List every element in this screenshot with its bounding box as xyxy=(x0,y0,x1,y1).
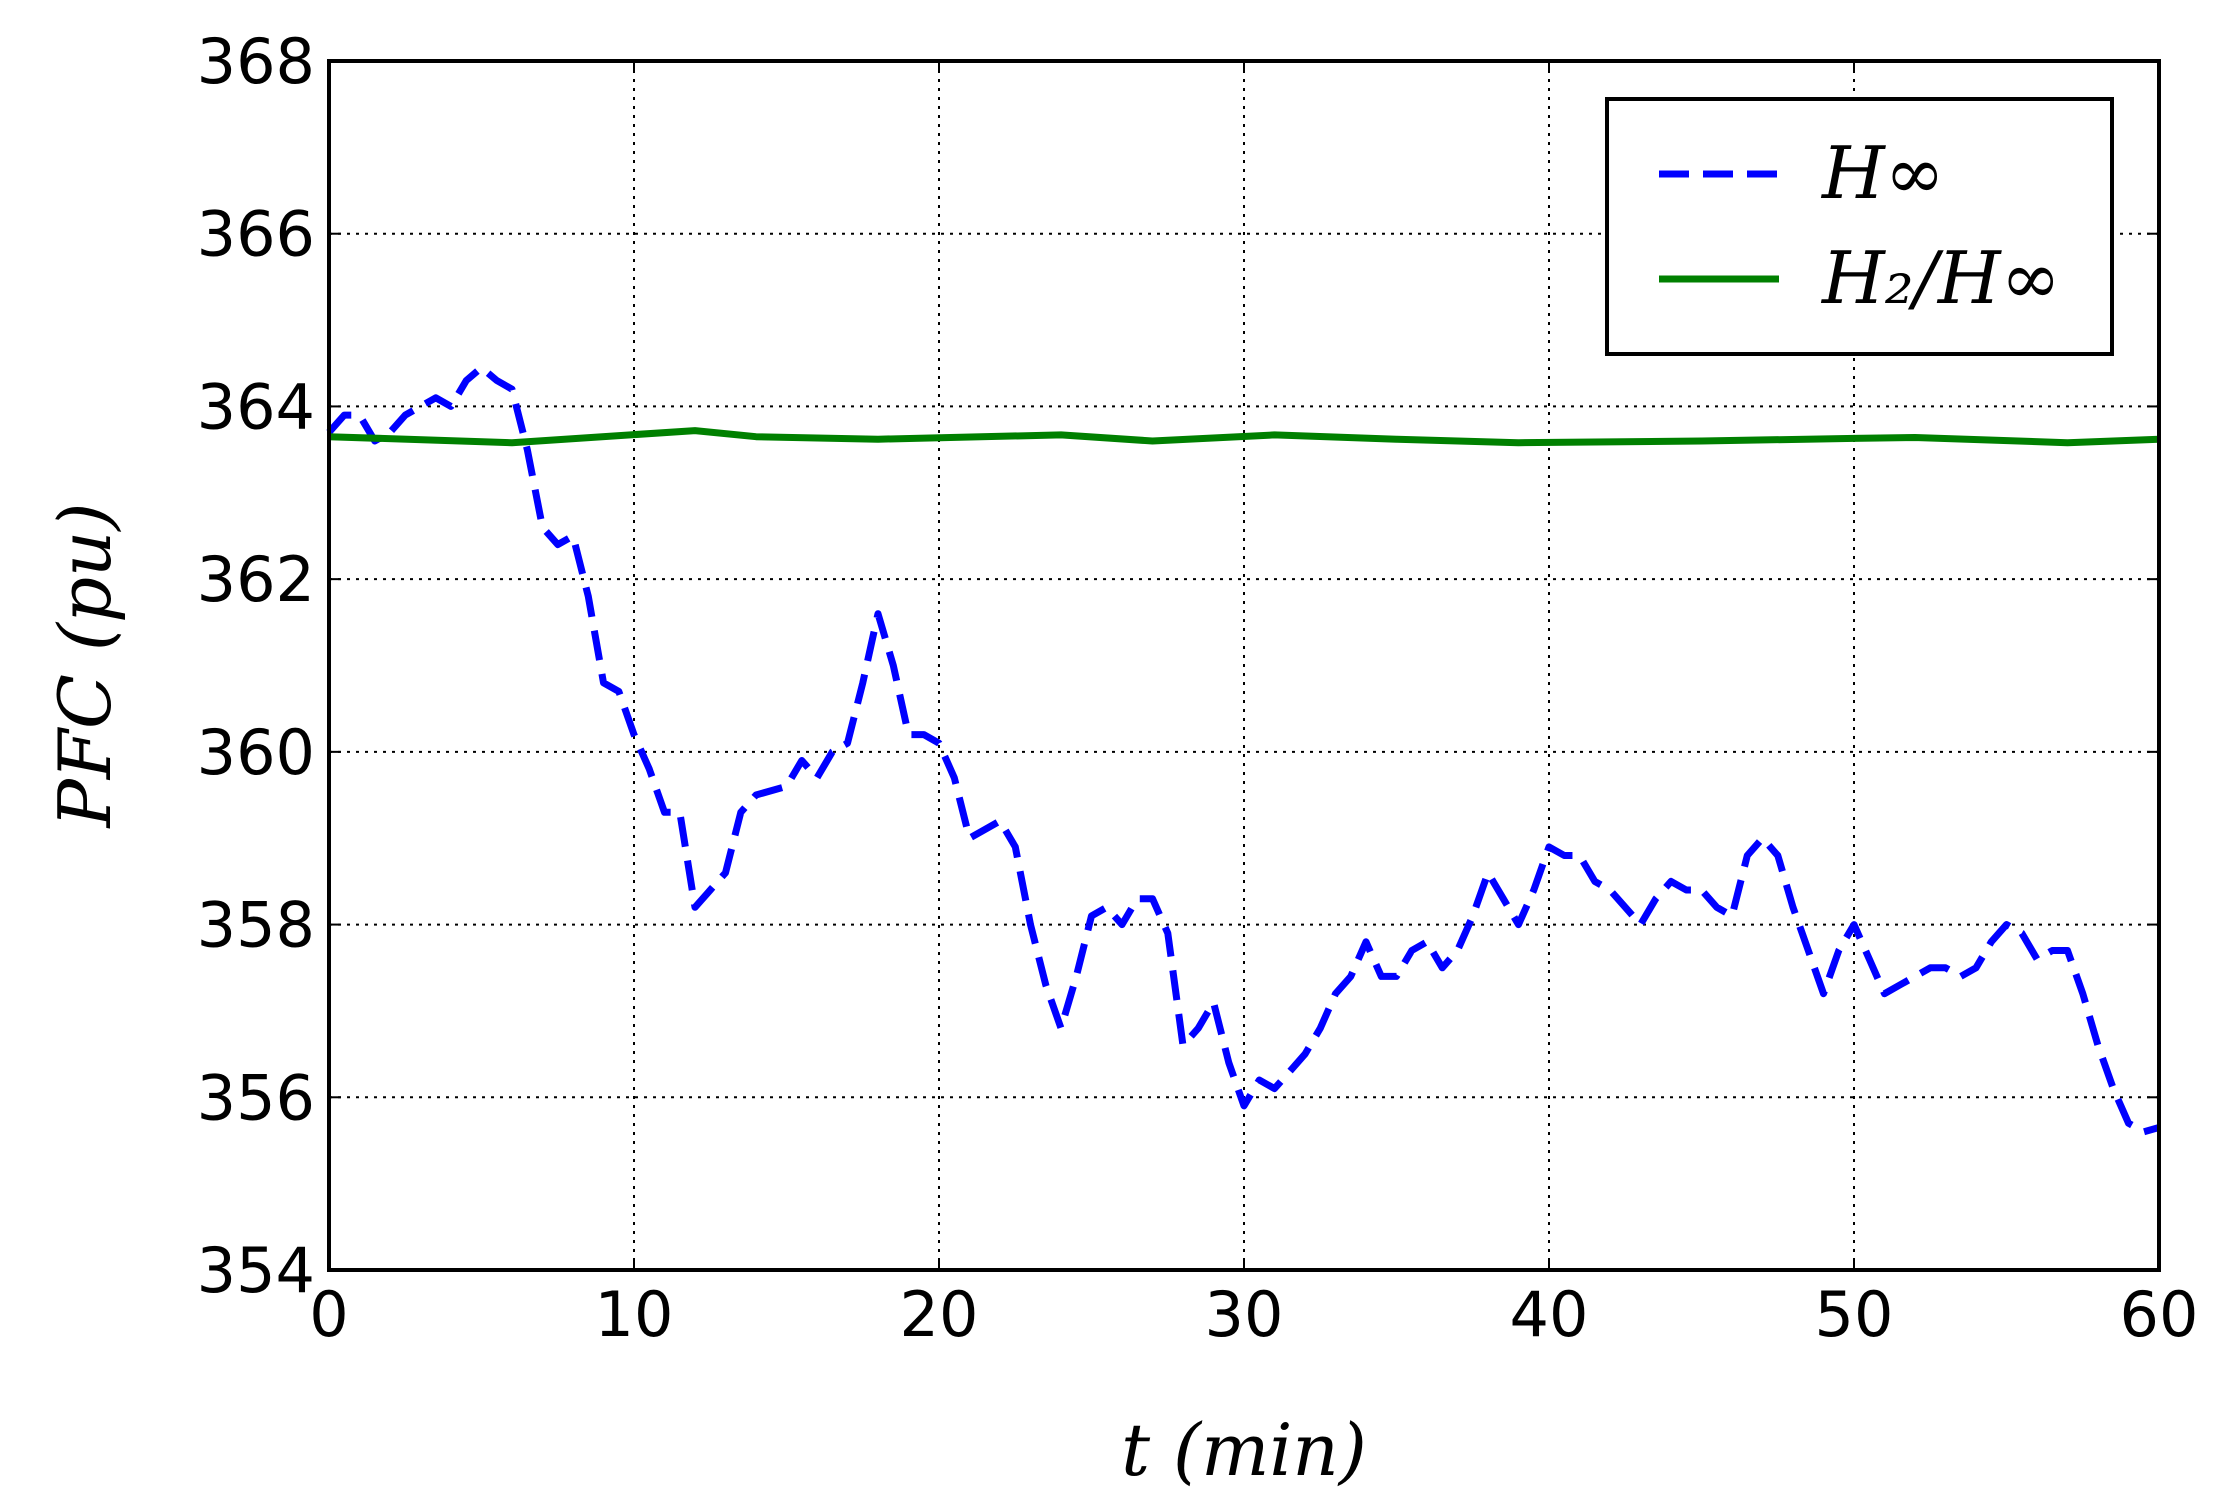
x-tick-label: 0 xyxy=(309,1278,348,1351)
y-tick-label: 360 xyxy=(197,716,315,789)
x-tick-label: 30 xyxy=(1205,1278,1284,1351)
y-tick-label: 356 xyxy=(197,1061,315,1134)
y-tick-label: 362 xyxy=(197,543,315,616)
y-tick-label: 354 xyxy=(197,1234,315,1307)
x-tick-label: 50 xyxy=(1815,1278,1894,1351)
y-tick-label: 364 xyxy=(197,370,315,443)
x-tick-label: 60 xyxy=(2120,1278,2199,1351)
y-axis-label: PFC (pu) xyxy=(43,502,127,829)
x-tick-label: 40 xyxy=(1510,1278,1589,1351)
x-tick-label: 20 xyxy=(900,1278,979,1351)
plot-frame xyxy=(327,59,2161,1272)
line-series xyxy=(326,364,2160,1136)
y-tick-label: 368 xyxy=(197,25,315,98)
legend-label: H₂/H∞ xyxy=(1820,236,2061,320)
line-series xyxy=(328,427,2160,447)
y-tick-label: 358 xyxy=(197,889,315,962)
legend-label: H∞ xyxy=(1820,131,1945,215)
legend-box xyxy=(1605,97,2114,356)
x-axis-label: t (min) xyxy=(1121,1408,1367,1492)
y-tick-label: 366 xyxy=(197,198,315,271)
x-tick-label: 10 xyxy=(595,1278,674,1351)
